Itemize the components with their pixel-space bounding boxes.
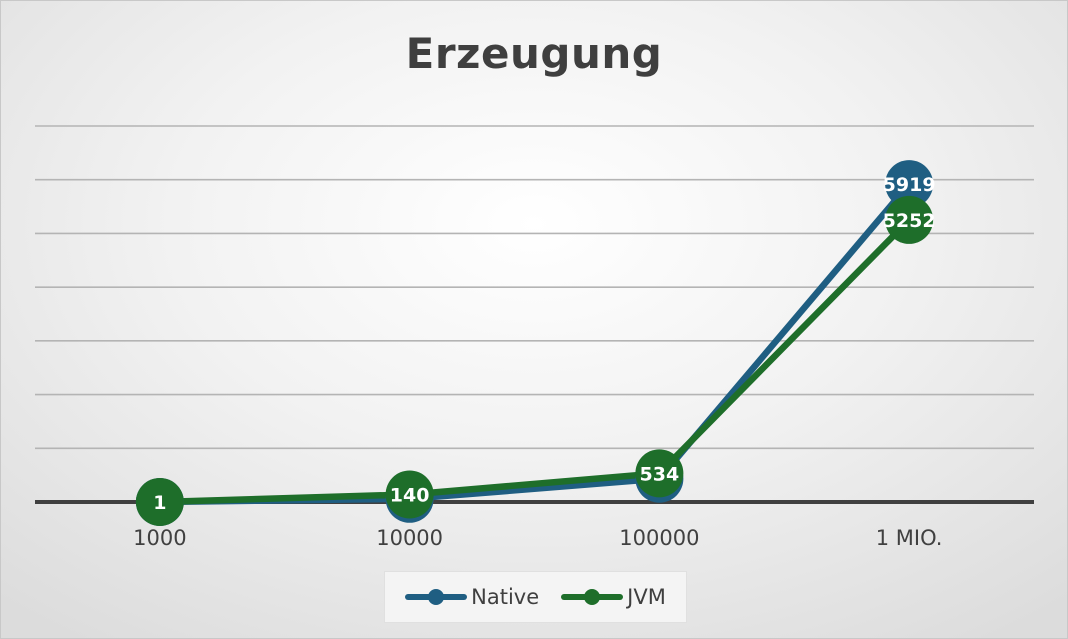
series-line-native xyxy=(156,180,913,506)
x-tick-label: 1000 xyxy=(133,526,186,550)
data-point-native xyxy=(885,160,934,209)
data-label-jvm: 1 xyxy=(153,492,166,514)
x-tick-label: 10000 xyxy=(376,526,443,550)
legend-label-native: Native xyxy=(471,585,540,609)
legend-swatch-jvm xyxy=(561,589,624,605)
data-label-jvm: 140 xyxy=(390,484,430,506)
legend-swatch-native xyxy=(405,589,468,605)
data-label-native: 5919 xyxy=(883,174,936,196)
data-label-jvm: 534 xyxy=(640,463,680,485)
x-tick-label: 100000 xyxy=(619,526,699,550)
x-tick-label: 1 MIO. xyxy=(876,526,943,550)
data-point-jvm xyxy=(635,449,684,498)
legend-label-jvm: JVM xyxy=(627,585,666,609)
data-point-jvm xyxy=(885,195,934,244)
legend-item-native: Native xyxy=(405,585,539,609)
series-line-jvm xyxy=(156,216,913,506)
legend-item-jvm: JVM xyxy=(561,585,666,609)
chart-title: Erzeugung xyxy=(405,29,663,78)
data-point-jvm xyxy=(135,477,184,526)
data-label-jvm: 5252 xyxy=(883,210,936,232)
legend: Native JVM xyxy=(384,571,687,623)
data-point-jvm xyxy=(385,470,434,519)
